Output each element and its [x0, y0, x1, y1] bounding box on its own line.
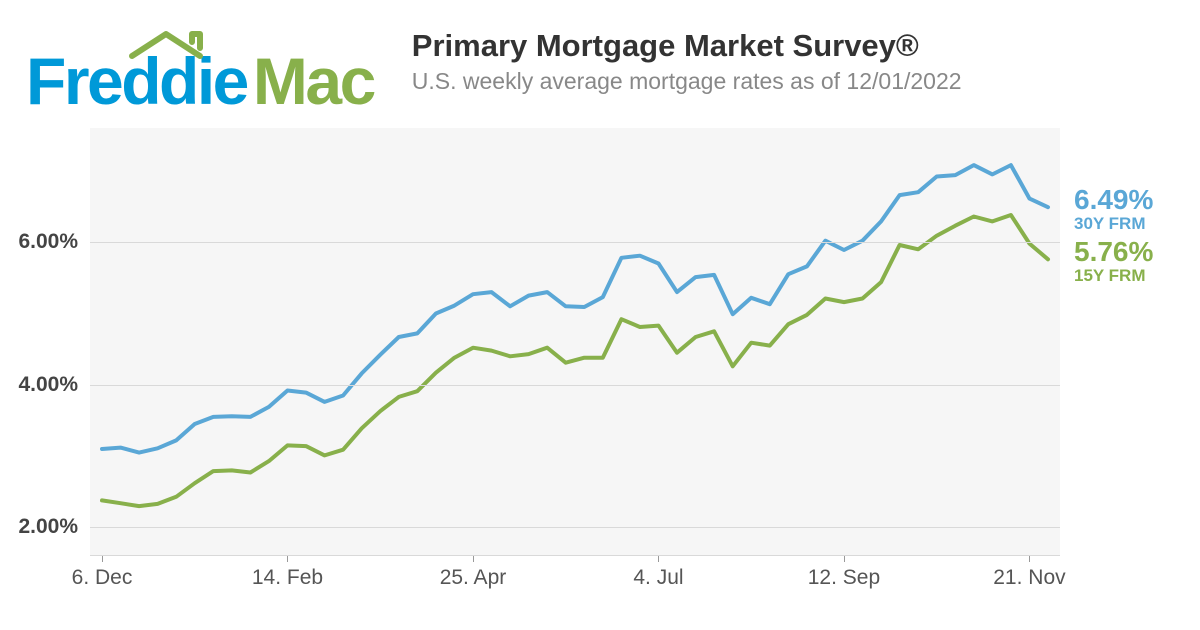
freddie-mac-logo: Freddie Mac — [26, 28, 374, 114]
y-axis-label: 2.00% — [18, 515, 78, 539]
x-tick — [844, 556, 845, 562]
series-end-label-30y: 6.49%30Y FRM — [1074, 185, 1153, 232]
series-end-name: 15Y FRM — [1074, 267, 1153, 285]
x-axis-label: 4. Jul — [633, 566, 683, 590]
x-tick — [473, 556, 474, 562]
series-line-30y — [102, 165, 1048, 453]
house-roof-icon — [126, 26, 216, 62]
chart-svg — [90, 128, 1060, 556]
series-end-label-15y: 5.76%15Y FRM — [1074, 237, 1153, 284]
y-axis-label: 4.00% — [18, 373, 78, 397]
chart-title: Primary Mortgage Market Survey® — [412, 28, 1160, 64]
x-axis-label: 21. Nov — [993, 566, 1065, 590]
logo-word-mac: Mac — [253, 48, 374, 114]
x-tick — [1029, 556, 1030, 562]
header: Freddie Mac Primary Mortgage Market Surv… — [0, 0, 1200, 114]
x-tick — [287, 556, 288, 562]
gridline — [90, 385, 1060, 386]
x-axis-label: 14. Feb — [252, 566, 323, 590]
gridline — [90, 242, 1060, 243]
series-end-value: 5.76% — [1074, 237, 1153, 266]
x-axis-label: 12. Sep — [808, 566, 880, 590]
series-end-value: 6.49% — [1074, 185, 1153, 214]
chart-subtitle: U.S. weekly average mortgage rates as of… — [412, 68, 1160, 95]
series-line-15y — [102, 215, 1048, 506]
x-axis-label: 25. Apr — [440, 566, 507, 590]
x-tick — [102, 556, 103, 562]
x-axis-label: 6. Dec — [72, 566, 133, 590]
series-end-name: 30Y FRM — [1074, 215, 1153, 233]
title-block: Primary Mortgage Market Survey® U.S. wee… — [412, 28, 1160, 95]
y-axis-label: 6.00% — [18, 230, 78, 254]
chart-area: 2.00%4.00%6.00%6. Dec14. Feb25. Apr4. Ju… — [90, 128, 1060, 556]
gridline — [90, 527, 1060, 528]
x-tick — [658, 556, 659, 562]
